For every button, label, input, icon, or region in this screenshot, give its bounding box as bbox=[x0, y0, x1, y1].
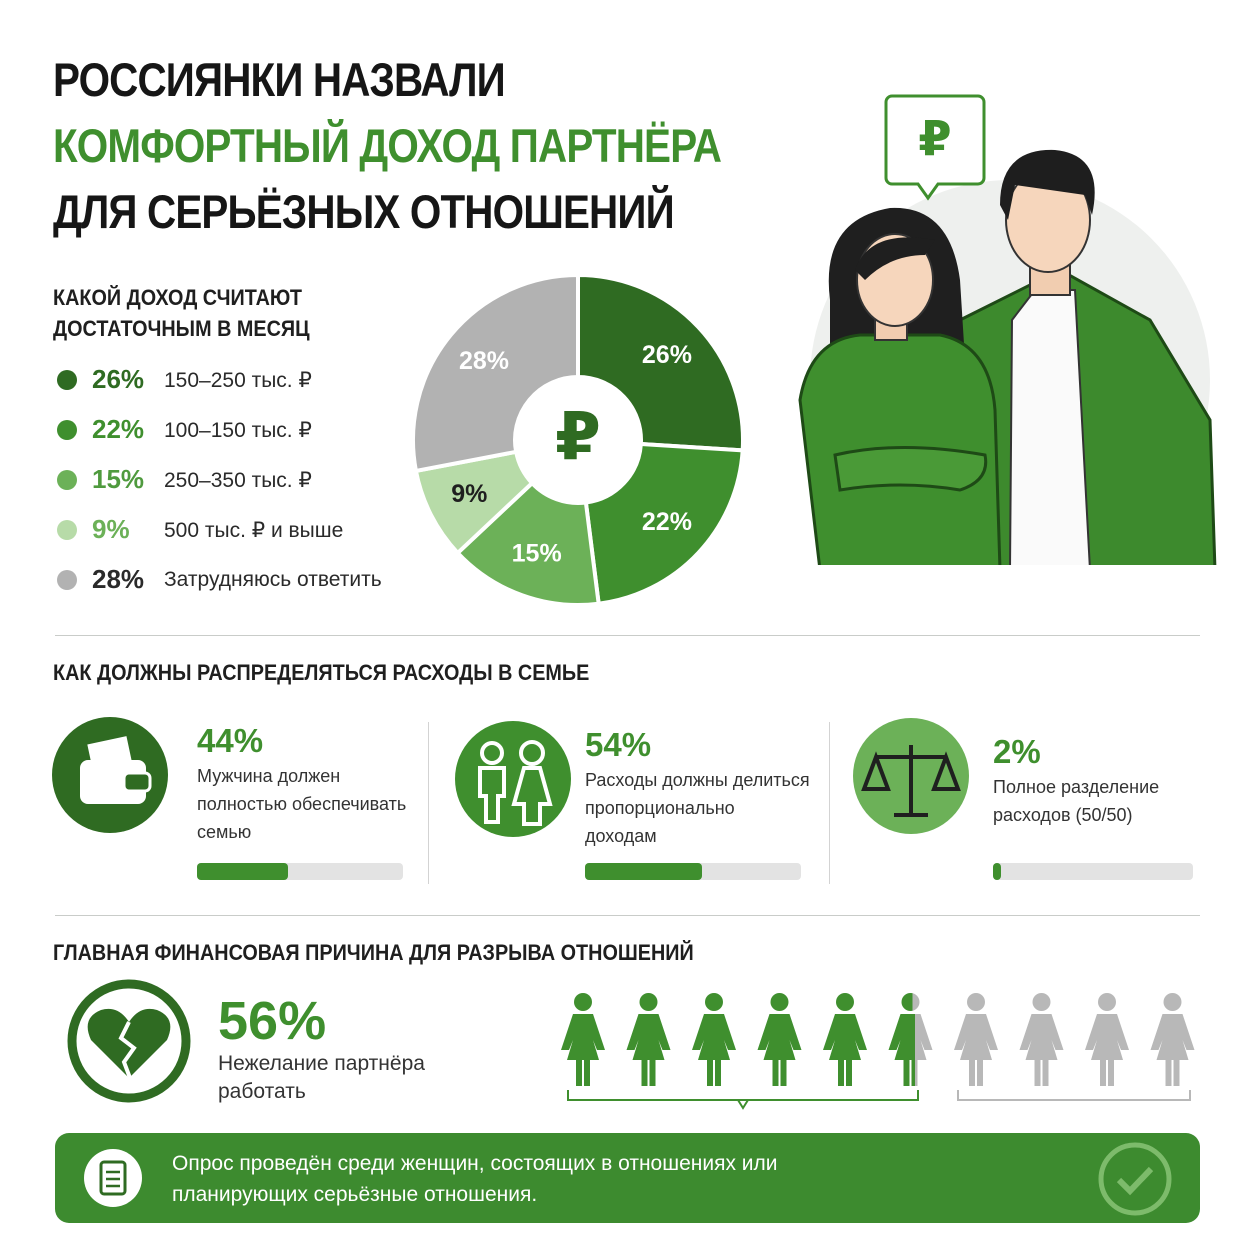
illustration: ₽ bbox=[798, 94, 1217, 565]
donut-chart: 26% 22% 15% 9% 28% ₽ bbox=[411, 272, 745, 607]
figure-body bbox=[692, 1014, 736, 1086]
figure-body bbox=[823, 1014, 867, 1086]
figure-head bbox=[1098, 993, 1116, 1011]
legend-label: 150–250 тыс. ₽ bbox=[164, 369, 312, 392]
divider bbox=[829, 722, 830, 884]
check-icon bbox=[1098, 1142, 1172, 1216]
legend-value: 9% bbox=[92, 514, 130, 544]
figure-head bbox=[770, 993, 789, 1011]
title-line: КОМФОРТНЫЙ ДОХОД ПАРТНЁРА bbox=[53, 119, 722, 172]
divider bbox=[55, 915, 1200, 916]
person-figure bbox=[823, 993, 867, 1086]
person-figure bbox=[1150, 993, 1195, 1086]
legend-value: 28% bbox=[92, 564, 145, 594]
legend-label: 250–350 тыс. ₽ bbox=[164, 469, 312, 492]
legend-swatch bbox=[57, 370, 77, 390]
pie-slice bbox=[576, 272, 745, 453]
breakup-text: Нежелание партнёра работать bbox=[218, 1052, 425, 1103]
person-figure bbox=[692, 993, 736, 1086]
expense-text: Мужчина должен полностью обеспечивать се… bbox=[197, 766, 407, 842]
pie-slice bbox=[411, 272, 580, 474]
figure-body bbox=[1085, 1014, 1129, 1086]
person-figure bbox=[954, 993, 998, 1086]
figure-body bbox=[954, 1014, 998, 1086]
expense-value: 54% bbox=[585, 726, 652, 763]
expense-text: Полное разделение расходов (50/50) bbox=[993, 777, 1160, 825]
people-icon bbox=[455, 721, 571, 837]
legend-swatch bbox=[57, 420, 77, 440]
scales-icon bbox=[853, 718, 969, 834]
slice-label: 26% bbox=[642, 341, 692, 369]
broken-heart-icon bbox=[67, 979, 191, 1103]
progress-bar bbox=[197, 863, 288, 880]
wallet-icon bbox=[52, 717, 168, 833]
divider bbox=[428, 722, 429, 884]
figure-head bbox=[574, 993, 592, 1011]
person-figure bbox=[561, 993, 605, 1086]
figure-body bbox=[1019, 1014, 1064, 1086]
bubble-symbol: ₽ bbox=[918, 114, 951, 167]
figure-body bbox=[1150, 1014, 1195, 1086]
person-figure bbox=[888, 993, 933, 1086]
progress-track bbox=[993, 863, 1193, 880]
divider bbox=[55, 635, 1200, 636]
person-figure bbox=[1019, 993, 1064, 1086]
pie-title: КАКОЙ ДОХОД СЧИТАЮТ ДОСТАТОЧНЫМ В МЕСЯЦ bbox=[53, 285, 310, 341]
slice-label: 28% bbox=[459, 347, 509, 375]
person-figure bbox=[757, 993, 802, 1086]
figure-body bbox=[888, 1014, 933, 1086]
legend-label: 500 тыс. ₽ и выше bbox=[164, 519, 344, 542]
footer-text: Опрос проведён среди женщин, состоящих в… bbox=[172, 1152, 778, 1206]
slice-label: 9% bbox=[451, 480, 487, 508]
expense-value: 44% bbox=[197, 722, 264, 759]
slice-label: 15% bbox=[512, 539, 562, 567]
progress-bar bbox=[585, 863, 702, 880]
figure-head bbox=[1032, 993, 1051, 1011]
expense-text: Расходы должны делиться пропорционально … bbox=[585, 770, 810, 846]
legend-label: Затрудняюсь ответить bbox=[164, 568, 382, 591]
legend-swatch bbox=[57, 470, 77, 490]
slice-label: 22% bbox=[642, 508, 692, 536]
figure-head bbox=[639, 993, 658, 1011]
figure-head bbox=[836, 993, 854, 1011]
figure-head bbox=[901, 993, 920, 1011]
legend-label: 100–150 тыс. ₽ bbox=[164, 419, 312, 442]
legend-value: 26% bbox=[92, 364, 145, 394]
section-title: КАК ДОЛЖНЫ РАСПРЕДЕЛЯТЬСЯ РАСХОДЫ В СЕМЬ… bbox=[53, 660, 590, 685]
figure-head bbox=[1163, 993, 1182, 1011]
figure-body bbox=[561, 1014, 605, 1086]
figure-body bbox=[757, 1014, 802, 1086]
figure-body bbox=[626, 1014, 671, 1086]
people-chart bbox=[561, 993, 1195, 1110]
person-figure bbox=[1085, 993, 1129, 1086]
footer-banner: Опрос проведён среди женщин, состоящих в… bbox=[55, 1133, 1200, 1223]
legend-swatch bbox=[57, 520, 77, 540]
pie-slice bbox=[583, 441, 745, 606]
clipboard-icon bbox=[84, 1149, 142, 1207]
pie-slice bbox=[454, 480, 601, 607]
title-line: ДЛЯ СЕРЬЁЗНЫХ ОТНОШЕНИЙ bbox=[53, 185, 675, 238]
pie-center-symbol: ₽ bbox=[555, 399, 601, 473]
progress-bar bbox=[993, 863, 1001, 880]
legend-value: 15% bbox=[92, 464, 145, 494]
legend-swatch bbox=[57, 570, 77, 590]
section-title: ГЛАВНАЯ ФИНАНСОВАЯ ПРИЧИНА ДЛЯ РАЗРЫВА О… bbox=[53, 940, 694, 965]
legend-value: 22% bbox=[92, 414, 145, 444]
breakup-value: 56% bbox=[218, 991, 327, 1051]
expense-value: 2% bbox=[993, 733, 1041, 770]
figure-head bbox=[705, 993, 723, 1011]
title-line: РОССИЯНКИ НАЗВАЛИ bbox=[53, 53, 506, 106]
person-figure bbox=[626, 993, 671, 1086]
figure-head bbox=[967, 993, 985, 1011]
